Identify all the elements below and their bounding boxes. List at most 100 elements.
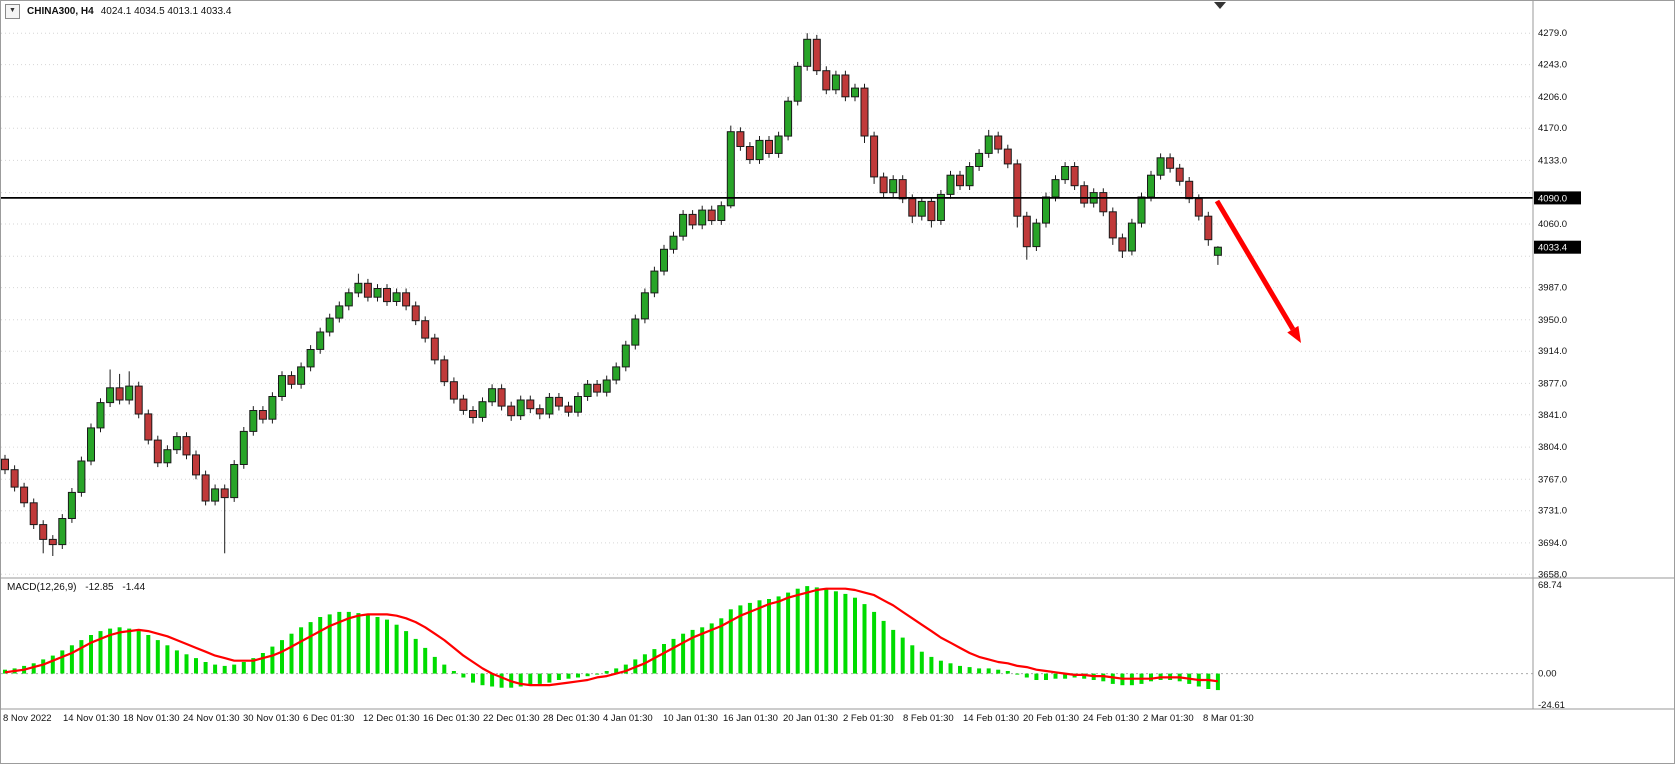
macd-bar [938,660,943,674]
symbol-timeframe-label: CHINA300, H4 [27,6,94,17]
bull-candle-body [793,65,802,102]
price-axis-label: 3767.0 [1538,474,1567,485]
bear-candle-body [421,320,430,339]
macd-bar [499,673,504,688]
bear-candle-body [927,200,936,222]
bear-candle-body [1003,148,1012,165]
time-axis-label: 12 Dec 01:30 [363,713,420,724]
macd-bar [1082,673,1087,679]
macd-bar [260,653,265,674]
bull-candle-body [755,139,764,161]
macd-bar [471,673,475,683]
price-axis-label: 3950.0 [1538,315,1567,326]
bull-candle-body [803,38,812,67]
bear-candle-body [1185,180,1194,200]
macd-bar [757,600,762,674]
bear-candle-body [745,146,754,161]
macd-bar [662,644,666,674]
macd-bar [41,659,46,674]
macd-bar [127,628,132,674]
bull-candle-body [774,135,783,154]
macd-bar [480,673,485,686]
macd-bar [948,663,953,674]
bear-candle-body [134,385,143,415]
svg-text:4033.4: 4033.4 [1538,243,1567,254]
macd-bar [194,658,198,674]
macd-bar [986,668,991,674]
bull-candle-body [545,396,554,415]
macd-bar [299,627,304,674]
macd-bar [365,614,370,674]
bear-candle-body [860,87,869,137]
symbol-dropdown-button[interactable]: ▼ [5,4,20,19]
macd-bar [528,673,533,686]
macd-bar [1101,673,1106,682]
bull-candle-body [975,152,984,167]
bull-candle-body [392,292,401,302]
time-axis-label: 24 Nov 01:30 [183,713,240,724]
macd-bar [518,673,523,687]
macd-bar [251,658,256,674]
bear-candle-body [535,408,544,415]
price-axis-label: 3877.0 [1538,378,1567,389]
macd-bar [709,623,714,674]
time-axis-label: 2 Mar 01:30 [1143,713,1194,724]
macd-bar [547,673,552,683]
trend-arrow[interactable] [1214,199,1301,343]
macd-bar [690,629,695,674]
bear-candle-body [879,176,888,194]
macd-bar [1015,673,1020,675]
bull-candle-body [1156,157,1165,176]
macd-bar [308,622,313,674]
bull-candle-body [297,366,306,385]
bear-candle-body [29,502,38,526]
time-axis-label: 16 Jan 01:30 [723,713,778,724]
macd-bar [805,586,810,674]
macd-bar [1110,673,1115,684]
indicator-axis-label: 0.00 [1538,669,1557,680]
bull-candle-body [1213,246,1222,256]
macd-bar [614,668,619,674]
indicator-name: MACD(12,26,9) [7,582,77,593]
bull-candle-body [698,209,707,226]
bull-candle-body [640,292,649,320]
bear-candle-body [192,454,200,476]
indicator-signal-value: -1.44 [122,582,146,593]
bear-candle-body [1108,211,1117,239]
shift-marker-icon[interactable] [1214,2,1226,9]
price-axis[interactable]: 4279.0 4243.0 4206.0 4170.0 4133.0 4060.0 3987… [1538,28,1567,580]
bull-candle-body [325,317,334,333]
svg-text:4090.0: 4090.0 [1538,193,1567,204]
macd-bar [1206,673,1211,689]
indicator-axis[interactable]: 68.74 0.00 -24.61 [1538,580,1565,711]
bull-candle-body [106,387,115,404]
bear-candle-body [459,398,468,411]
macd-bar [451,671,456,674]
macd-bar [155,640,160,674]
time-axis-label: 20 Jan 01:30 [783,713,838,724]
macd-bar [318,617,323,674]
time-axis-label: 14 Nov 01:30 [63,713,120,724]
bear-candle-body [593,383,602,393]
time-axis-label: 4 Jan 01:30 [603,713,653,724]
bear-candle-body [908,198,917,217]
bull-candle-body [239,430,248,465]
bear-candle-body [507,405,516,417]
time-axis[interactable]: 8 Nov 2022 14 Nov 01:30 18 Nov 01:30 24 Nov… [3,713,1254,724]
bull-candle-body [631,318,640,346]
bull-candle-body [488,388,497,403]
macd-bar [881,620,886,674]
time-axis-label: 14 Feb 01:30 [963,713,1019,724]
bear-candle-body [1022,215,1031,248]
bull-candle-body [373,288,382,298]
bull-candle-body [306,349,315,368]
macd-bar [1005,671,1010,674]
macd-bar [747,602,752,674]
bear-candle-body [497,388,506,407]
bear-candle-body [956,174,964,187]
time-axis-label: 6 Dec 01:30 [303,713,354,724]
bear-candle-body [144,413,153,441]
